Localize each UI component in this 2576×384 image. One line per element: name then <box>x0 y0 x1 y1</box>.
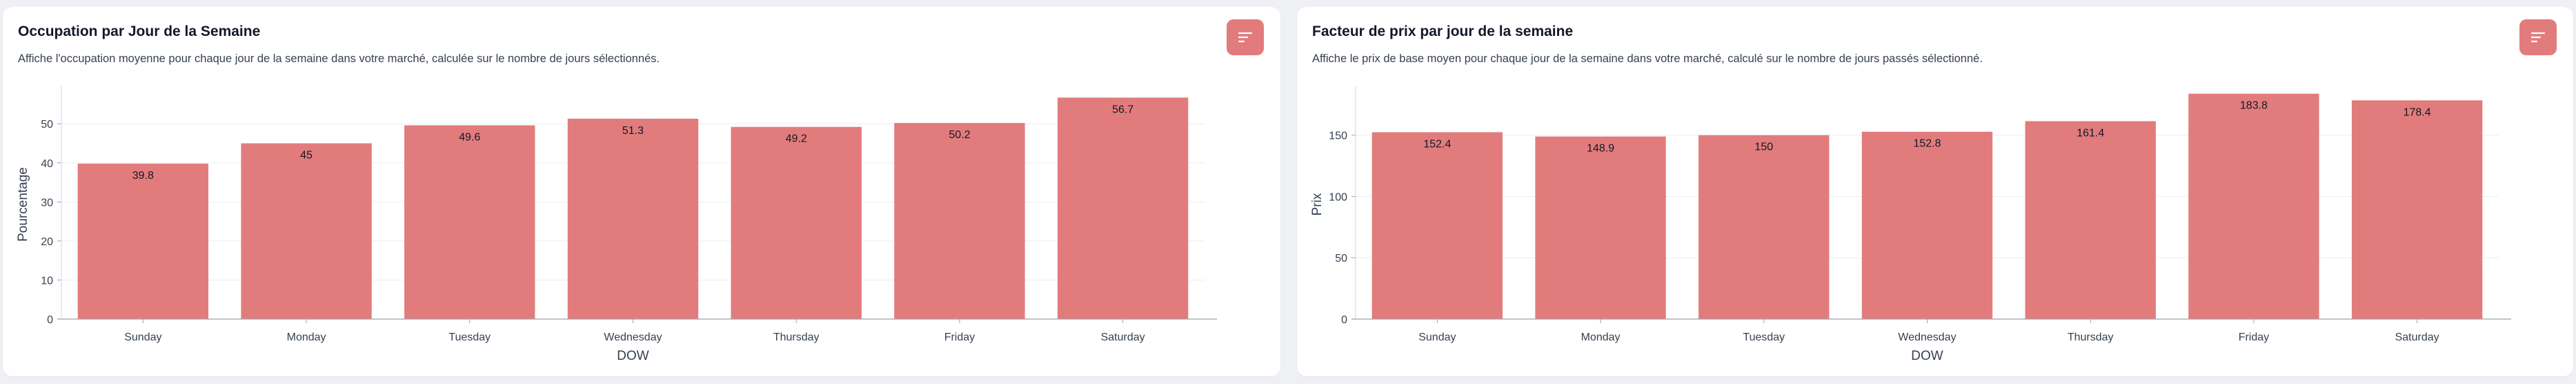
bar-value-label: 45 <box>300 149 313 161</box>
bar-value-label: 152.8 <box>1913 138 1941 150</box>
price-factor-bar-chart: 0 50 100 150 152.4 Sunday 148.9 Monday 150 Tuesda… <box>1310 86 2511 363</box>
y-tick-label: 100 <box>1329 191 1347 203</box>
filter-lines-icon <box>2530 32 2546 43</box>
card-subtitle: Affiche l'occupation moyenne pour chaque… <box>18 52 660 65</box>
filter-lines-icon <box>1238 32 1253 43</box>
bar-value-label: 49.2 <box>786 133 807 145</box>
bar-monday <box>1535 136 1666 320</box>
x-tick-label: Tuesday <box>448 332 491 343</box>
bar-wednesday <box>567 118 699 319</box>
bar-friday <box>894 123 1025 319</box>
card-subtitle: Affiche le prix de base moyen pour chaqu… <box>1312 52 1983 65</box>
occupancy-card: Occupation par Jour de la Semaine Affich… <box>3 7 1280 376</box>
y-tick-label: 30 <box>41 197 53 209</box>
x-tick-label: Friday <box>944 332 975 343</box>
price-factor-card: Facteur de prix par jour de la semaine A… <box>1297 7 2573 376</box>
x-tick-label: Monday <box>287 332 326 343</box>
card-title: Occupation par Jour de la Semaine <box>18 23 261 39</box>
y-tick-label: 150 <box>1329 131 1347 142</box>
bar-value-label: 150 <box>1754 142 1773 153</box>
y-axis-title: Prix <box>1310 193 1325 215</box>
y-tick-label: 40 <box>41 158 53 170</box>
bar-thursday <box>731 126 862 319</box>
bar-wednesday <box>1861 131 1993 319</box>
bar-value-label: 148.9 <box>1587 143 1614 155</box>
bar-sunday <box>77 163 209 319</box>
bar-value-label: 183.8 <box>2240 100 2268 112</box>
filter-button[interactable] <box>1227 19 1264 55</box>
bar-value-label: 56.7 <box>1112 104 1133 115</box>
x-tick-label: Saturday <box>2395 332 2439 343</box>
y-tick-label: 20 <box>41 236 53 248</box>
filter-button[interactable] <box>2519 19 2557 55</box>
bar-value-label: 39.8 <box>132 170 154 182</box>
y-tick-label: 50 <box>1335 253 1347 265</box>
x-tick-label: Monday <box>1581 332 1621 343</box>
x-tick-label: Sunday <box>124 332 161 343</box>
y-axis-title: Pourcentage <box>16 167 30 242</box>
bar-value-label: 178.4 <box>2404 106 2431 118</box>
bar-value-label: 50.2 <box>949 129 970 141</box>
x-tick-label: Sunday <box>1418 332 1456 343</box>
bar-saturday <box>1057 97 1189 319</box>
x-tick-label: Wednesday <box>1898 332 1956 343</box>
x-axis-title: DOW <box>1911 349 1943 363</box>
bar-value-label: 152.4 <box>1423 138 1451 150</box>
x-tick-label: Thursday <box>773 332 820 343</box>
bar-friday <box>2188 93 2319 319</box>
y-tick-label: 0 <box>1341 314 1347 326</box>
card-title: Facteur de prix par jour de la semaine <box>1312 23 1574 39</box>
bar-value-label: 49.6 <box>459 131 480 143</box>
occupancy-bar-chart: 0 10 20 30 40 50 39.8 Sunday 45 Monday 49.6 Tuesday… <box>16 86 1217 363</box>
bar-value-label: 51.3 <box>622 125 644 137</box>
bar-value-label: 161.4 <box>2077 127 2104 139</box>
x-tick-label: Thursday <box>2068 332 2114 343</box>
x-tick-label: Wednesday <box>604 332 662 343</box>
x-tick-label: Saturday <box>1101 332 1145 343</box>
y-tick-label: 50 <box>41 119 53 131</box>
bar-thursday <box>2025 121 2156 320</box>
y-tick-label: 0 <box>47 314 53 326</box>
y-tick-label: 10 <box>41 275 53 287</box>
bar-tuesday <box>404 125 535 319</box>
bar-saturday <box>2351 100 2483 320</box>
x-tick-label: Tuesday <box>1743 332 1785 343</box>
x-tick-label: Friday <box>2239 332 2269 343</box>
x-axis-title: DOW <box>617 349 649 363</box>
bar-sunday <box>1371 132 1503 319</box>
bar-monday <box>241 143 372 319</box>
bar-tuesday <box>1698 135 1830 320</box>
